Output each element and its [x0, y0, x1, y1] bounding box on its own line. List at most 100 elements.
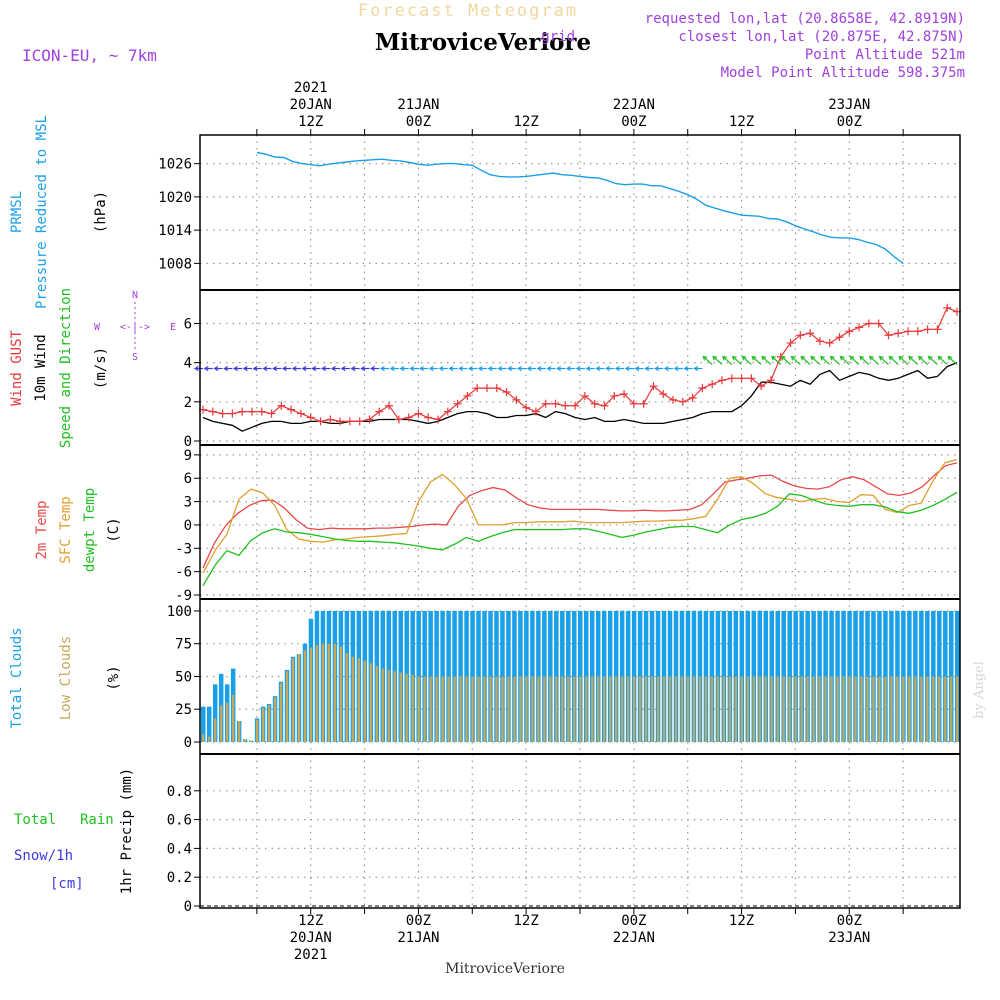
temp-2m-line [202, 462, 958, 569]
low-cloud-bar [579, 676, 582, 742]
y-tick-label: 3 [184, 495, 192, 511]
pressure-label-1: PRMSL [9, 191, 25, 233]
low-cloud-bar [471, 676, 474, 742]
low-cloud-bar [357, 658, 360, 742]
grid-prefix: grid [541, 29, 575, 45]
low-cloud-bar [483, 676, 486, 742]
wind-arrow-head [272, 365, 278, 372]
gust-marker [727, 374, 736, 383]
low-cloud-bar [722, 676, 725, 742]
gust-marker [659, 389, 668, 398]
time-label-bottom: 12Z [729, 913, 754, 929]
low-cloud-bar [609, 676, 612, 742]
wind-arrow [810, 356, 821, 366]
y-tick-label: 100 [167, 604, 192, 620]
wind-arrow-head [771, 355, 776, 361]
wind-arrow [947, 356, 958, 366]
low-cloud-bar [692, 676, 696, 742]
y-tick-label: 50 [175, 669, 192, 685]
time-label-top: 00Z [406, 114, 431, 130]
precip-cm-label: [cm] [50, 876, 84, 892]
y-tick-label: 0 [184, 518, 192, 534]
low-cloud-bar [297, 654, 301, 742]
low-cloud-bar [525, 676, 528, 742]
gust-marker [688, 393, 697, 402]
wind-arrow-head [526, 365, 532, 372]
gust-marker [639, 399, 648, 408]
gust-marker [600, 401, 609, 410]
low-cloud-bar [944, 676, 947, 742]
low-cloud-bar [806, 676, 809, 742]
gust-marker [443, 407, 452, 416]
low-cloud-bar [800, 676, 803, 742]
low-cloud-bar [393, 671, 396, 742]
low-cloud-bar [214, 718, 217, 742]
gust-marker [845, 327, 854, 336]
temp-series [202, 458, 958, 587]
wind-arrow-head [810, 355, 816, 361]
wind-arrow-head [311, 365, 317, 372]
gust-marker [855, 323, 864, 332]
y-tick-label: 25 [175, 702, 192, 718]
low-cloud-bar [938, 676, 941, 742]
wind-arrow [840, 356, 850, 366]
wind-arrow-head [448, 365, 454, 372]
low-cloud-bar [782, 676, 785, 742]
wind-arrow-head [409, 365, 415, 372]
gust-marker [561, 401, 570, 410]
wind-arrow-head [624, 365, 630, 372]
low-cloud-bar [908, 676, 911, 742]
wind-arrow [937, 356, 948, 366]
wind-arrow [820, 356, 831, 366]
gust-marker [678, 397, 687, 406]
gust-marker [257, 407, 266, 416]
low-cloud-bar [232, 694, 235, 742]
low-cloud-bar [734, 676, 737, 742]
wind-speed-dir-label: Speed and Direction [58, 288, 74, 448]
low-cloud-bar [375, 665, 378, 742]
gust-marker [571, 401, 580, 410]
low-cloud-bar [884, 676, 887, 742]
y-tick-label: -3 [175, 541, 192, 557]
wind-arrow-head [556, 365, 562, 372]
gust-marker [306, 413, 315, 422]
y-tick-label: 4 [184, 356, 192, 372]
low-cloud-bar [351, 656, 354, 742]
temp-sfc-line [202, 458, 958, 574]
wind-arrow [781, 356, 791, 366]
low-cloud-bar [650, 676, 654, 742]
low-cloud-bar [812, 676, 815, 742]
wind-arrow-head [507, 365, 513, 372]
temp-unit: (C) [106, 517, 122, 542]
wind-arrow-head [487, 365, 493, 372]
wind-arrow-head [712, 355, 718, 361]
time-label-bottom: 00Z [621, 913, 646, 929]
low-cloud-bar [591, 676, 594, 742]
low-cloud-bar [740, 676, 743, 742]
requested-coords: requested lon,lat (20.8658E, 42.8919N) [645, 11, 965, 27]
wind-arrow-head [654, 365, 659, 372]
low-cloud-bar [321, 643, 325, 742]
time-label-bottom: 00Z [406, 913, 431, 929]
gust-marker [492, 384, 501, 393]
low-cloud-bar [363, 660, 366, 742]
low-cloud-bar [716, 676, 720, 742]
wind-arrow-head [350, 365, 356, 372]
wind-arrow-head [213, 365, 219, 372]
wind-arrow-head [741, 355, 747, 361]
low-cloud-bar [632, 676, 636, 742]
wind-arrow-head [868, 355, 874, 361]
wind-arrow-head [780, 355, 786, 361]
gust-marker [424, 413, 433, 422]
y-tick-label: 2 [184, 395, 192, 411]
temp-dewpt-label: dewpt Temp [82, 488, 98, 572]
precip-snow-label: Snow/1h [14, 848, 73, 864]
wind-arrow-head [497, 365, 503, 372]
wind-arrow-head [399, 365, 405, 372]
low-cloud-bar [501, 676, 504, 742]
wind-arrow-head [888, 355, 894, 361]
wind-arrow-head [536, 365, 542, 372]
time-label-top: 00Z [621, 114, 646, 130]
wind-arrow-head [937, 355, 943, 361]
